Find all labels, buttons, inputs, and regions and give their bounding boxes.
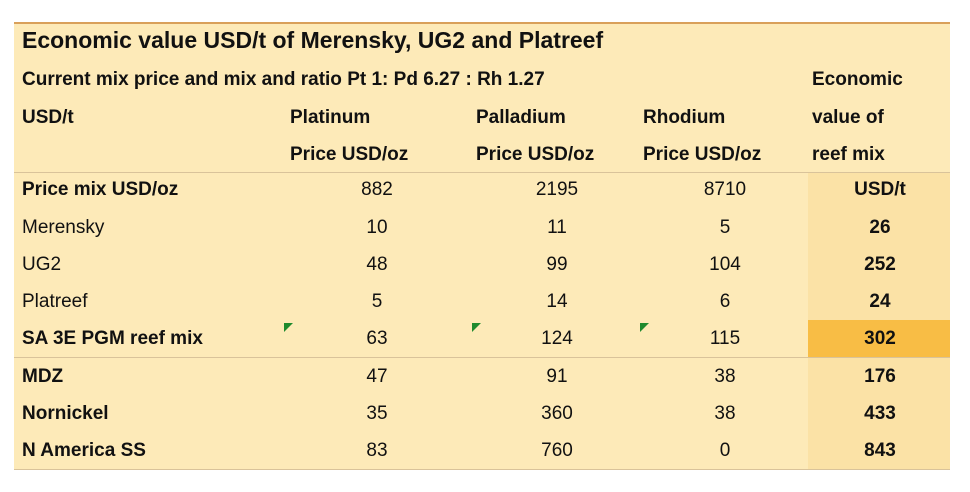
row-label: Price mix USD/oz <box>22 179 179 200</box>
cell: 6 <box>719 291 731 312</box>
cell: 63 <box>366 328 388 349</box>
cell: 47 <box>366 366 388 387</box>
cell: 38 <box>714 403 736 424</box>
row-label: N America SS <box>22 440 146 461</box>
cell: 252 <box>864 254 896 275</box>
rule <box>14 357 950 358</box>
header: USD/t <box>22 107 74 128</box>
header: Platinum <box>290 107 371 128</box>
cell: 8710 <box>703 179 747 200</box>
row-label: MDZ <box>22 366 64 387</box>
row-label: Nornickel <box>22 403 109 424</box>
highlight-cell <box>808 320 950 357</box>
row-label: Merensky <box>22 217 105 238</box>
row-label: Platreef <box>22 291 88 312</box>
header: value of <box>812 107 884 128</box>
cell: 2195 <box>535 179 579 200</box>
cell: 10 <box>366 217 388 238</box>
header: Rhodium <box>643 107 726 128</box>
cell: 5 <box>371 291 383 312</box>
subtitle: Current mix price and mix and ratio Pt 1… <box>22 69 545 90</box>
cell: 760 <box>541 440 573 461</box>
cell: 35 <box>366 403 388 424</box>
cell: 0 <box>719 440 731 461</box>
note-marker <box>284 323 293 332</box>
cell: 24 <box>869 291 891 312</box>
row-label: SA 3E PGM reef mix <box>22 328 203 349</box>
cell: 38 <box>714 366 736 387</box>
header: Price USD/oz <box>643 144 762 165</box>
cell: 124 <box>541 328 573 349</box>
header: Palladium <box>476 107 566 128</box>
cell: 99 <box>546 254 568 275</box>
cell: 5 <box>719 217 731 238</box>
rule <box>14 172 950 173</box>
cell: 48 <box>366 254 388 275</box>
cell: 176 <box>864 366 896 387</box>
cell: 882 <box>361 179 393 200</box>
header: reef mix <box>812 144 885 165</box>
note-marker <box>640 323 649 332</box>
cell: 14 <box>546 291 568 312</box>
cell: USD/t <box>854 179 906 200</box>
cell: 843 <box>864 440 896 461</box>
cell: 26 <box>869 217 891 238</box>
cell: 115 <box>709 328 741 349</box>
row-label: UG2 <box>22 254 62 275</box>
cell: 433 <box>864 403 896 424</box>
header: Price USD/oz <box>290 144 409 165</box>
header: Economic <box>812 69 903 90</box>
note-marker <box>472 323 481 332</box>
cell: 91 <box>546 366 568 387</box>
title: Economic value USD/t of Merensky, UG2 an… <box>22 27 604 53</box>
cell: 83 <box>366 440 388 461</box>
header: Price USD/oz <box>476 144 595 165</box>
cell: 11 <box>547 217 567 238</box>
cell: 302 <box>864 328 896 349</box>
table-panel: Economic value USD/t of Merensky, UG2 an… <box>14 22 950 470</box>
rule <box>14 469 950 470</box>
cell: 104 <box>709 254 741 275</box>
cell: 360 <box>541 403 573 424</box>
